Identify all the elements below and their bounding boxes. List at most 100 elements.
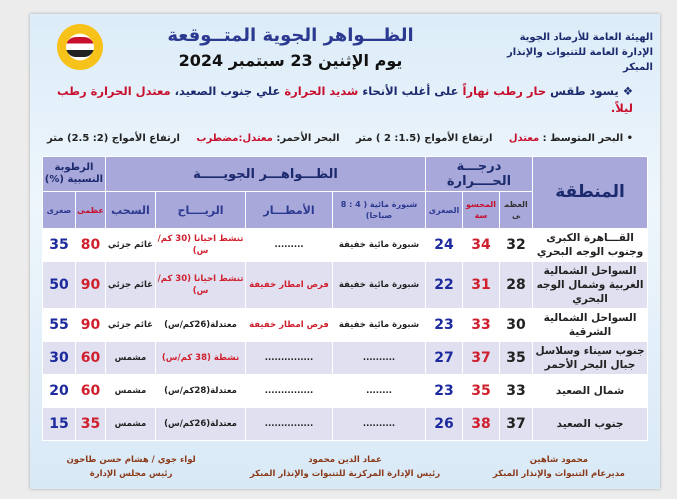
signatory-name: عماد الدين محمود (308, 455, 382, 465)
clouds-cell: مشمس (104, 407, 157, 441)
rain-cell: فرص امطار خفيفة (245, 261, 334, 309)
header-min: الصغرى (425, 191, 464, 229)
header-region: المنطقة (532, 156, 649, 229)
header-phenomena: الظـــواهـــر الجويـــــة (104, 156, 427, 192)
humidity-max: 35 (74, 407, 106, 441)
wind-cell: نشطة (38 كم/س) (155, 341, 247, 375)
clouds-cell: مشمس (104, 341, 157, 375)
red-sea-waves: ارتفاع الأمواج (2: 2.5) متر (47, 133, 180, 144)
header-humidity-max: عظمى (74, 191, 106, 229)
rain-cell: ............... (245, 374, 334, 408)
header-clouds: السحب (104, 191, 157, 229)
fog-cell: ........ (332, 374, 427, 408)
clouds-cell: غائم جزئي (104, 308, 157, 342)
humidity-min: 15 (41, 407, 76, 441)
clouds-cell: غائم جزئي (104, 228, 157, 262)
min-temp: 22 (425, 261, 464, 309)
value: معتدل (508, 133, 540, 144)
bulletin-header: الهيئة العامة للأرصاد الجوية الإدارة الع… (37, 24, 653, 75)
forecast-bulletin: الهيئة العامة للأرصاد الجوية الإدارة الع… (30, 14, 660, 489)
organization: الهيئة العامة للأرصاد الجوية الإدارة الع… (478, 24, 653, 75)
fog-cell: .......... (332, 407, 427, 441)
min-temp: 23 (425, 374, 464, 408)
red-sea-state: البحر الأحمر: معتدل:مضطرب (196, 131, 339, 146)
max-temp: 28 (499, 261, 534, 309)
table-row: السواحل الشمالية الغربية وشمال الوجه الب… (41, 261, 649, 309)
wind-cell: تنشط احيانا (30 كم/س) (155, 261, 247, 309)
summary-highlight: حار رطب نهاراً (462, 84, 547, 98)
summary-text: يسود طقس (546, 84, 619, 98)
org-department: الإدارة العامة للتنبوات والإنذار المبكر (506, 47, 653, 73)
header-rain: الأمطـــار (245, 191, 334, 229)
rain-cell: ............... (245, 341, 334, 375)
weather-summary: ❖ يسود طقس حار رطب نهاراً على أغلب الأنح… (47, 83, 633, 117)
signatory-role: رئيس مجلس الإدارة (89, 469, 173, 479)
table-row: شمال الصعيد 33 35 23.......................… (41, 374, 649, 408)
felt-temp: 38 (462, 407, 501, 441)
signatures: محمود شاهين مديرعام التنبوات والإنذار الم… (47, 453, 643, 481)
felt-temp: 37 (462, 341, 501, 375)
min-temp: 26 (425, 407, 464, 441)
bullet-icon: ❖ (622, 84, 633, 98)
humidity-min: 30 (41, 341, 76, 375)
signatory-name: محمود شاهين (529, 455, 589, 465)
rain-cell: ......... (245, 228, 334, 262)
header-fog: شبورة مائية ( 4 : 8 صباحا) (332, 191, 427, 229)
bulletin-date: يوم الإثنين 23 سبتمبر 2024 (178, 51, 403, 70)
humidity-min: 55 (41, 308, 76, 342)
table-row: جنوب الصعيد 37 38 26.......................… (41, 407, 649, 441)
min-temp: 27 (425, 341, 464, 375)
humidity-max: 60 (74, 374, 106, 408)
ema-logo (57, 24, 103, 70)
summary-highlight: معتدل الحرارة رطب ليلاً. (56, 84, 633, 115)
humidity-max: 60 (74, 341, 106, 375)
rain-cell: فرص امطار خفيفة (245, 308, 334, 342)
region-cell: شمال الصعيد (532, 374, 649, 408)
mediterranean-state: • البحر المتوسط : معتدل (509, 131, 633, 146)
wind-cell: معتدلة(26كم/س) (155, 407, 247, 441)
header-felt: المحسوسة (462, 191, 501, 229)
max-temp: 35 (499, 341, 534, 375)
label: • البحر المتوسط : (539, 133, 633, 144)
max-temp: 30 (499, 308, 534, 342)
header-humidity: الرطوبة النسبية (%) (41, 156, 106, 192)
humidity-max: 90 (74, 261, 106, 309)
signature-2: عماد الدين محمود رئيس الإدارة المركزية لل… (227, 453, 463, 481)
table-row: السواحل الشمالية الشرقية 30 33 23 شبورة مائي… (41, 308, 649, 342)
header-temperature: درجـــة الحــــرارة (425, 156, 534, 192)
table-row: جنوب سيناء وسلاسل جبال البحر الأحمر 35 37 2… (41, 341, 649, 375)
max-temp: 33 (499, 374, 534, 408)
max-temp: 32 (499, 228, 534, 262)
humidity-max: 90 (74, 308, 106, 342)
felt-temp: 33 (462, 308, 501, 342)
humidity-min: 20 (41, 374, 76, 408)
felt-temp: 35 (462, 374, 501, 408)
forecast-table: المنطقة درجـــة الحــــرارة الظـــواهـــ… (41, 156, 649, 441)
summary-highlight: شديد الحرارة (284, 84, 359, 98)
header-max: العظمى (499, 191, 534, 229)
region-cell: جنوب سيناء وسلاسل جبال البحر الأحمر (532, 341, 649, 375)
fog-cell: شبورة مائية خفيفة (332, 308, 427, 342)
table-row: القـــاهرة الكبرى وجنوب الوجه البحري 32 34… (41, 228, 649, 262)
wind-cell: معتدلة(26كم/س) (155, 308, 247, 342)
region-cell: القـــاهرة الكبرى وجنوب الوجه البحري (532, 228, 649, 262)
signature-3: لواء جوي / هشام حسن طاحون رئيس مجلس الإدا… (47, 453, 215, 481)
summary-text: على أغلب الأنحاء (358, 84, 463, 98)
felt-temp: 31 (462, 261, 501, 309)
wind-cell: تنشط احيانا (30 كم/س) (155, 228, 247, 262)
org-name: الهيئة العامة للأرصاد الجوية (519, 32, 653, 43)
min-temp: 24 (425, 228, 464, 262)
humidity-max: 80 (74, 228, 106, 262)
fog-cell: شبورة مائية خفيفة (332, 228, 427, 262)
region-cell: جنوب الصعيد (532, 407, 649, 441)
felt-temp: 34 (462, 228, 501, 262)
region-cell: السواحل الشمالية الغربية وشمال الوجه الب… (532, 261, 649, 309)
header-humidity-min: صغرى (41, 191, 76, 229)
region-cell: السواحل الشمالية الشرقية (532, 308, 649, 342)
page-title: الظـــواهر الجوية المتــوقعة (167, 25, 414, 46)
bulletin-title: الظـــواهر الجوية المتــوقعة يوم الإثنين… (113, 24, 468, 72)
signatory-name: لواء جوي / هشام حسن طاحون (66, 455, 196, 465)
clouds-cell: غائم جزئي (104, 261, 157, 309)
humidity-min: 50 (41, 261, 76, 309)
max-temp: 37 (499, 407, 534, 441)
